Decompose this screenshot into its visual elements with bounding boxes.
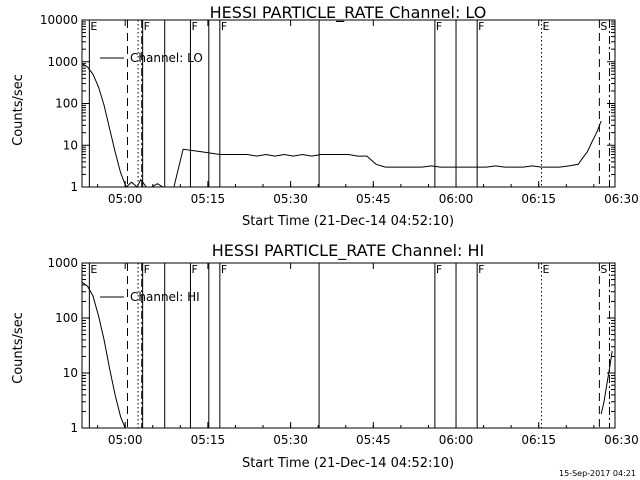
y-tick-label-lo: 10000 [40, 13, 78, 27]
y-tick-label-hi: 10 [63, 366, 78, 380]
x-tick-label-lo: 06:30 [604, 192, 639, 206]
event-flag-lo: F [144, 20, 150, 33]
event-flag-hi: F [144, 263, 150, 276]
event-flag-hi: E [542, 263, 549, 276]
series-line-hi [81, 281, 126, 429]
event-flag-hi: F [436, 263, 442, 276]
y-axis-label-lo: Counts/sec [11, 74, 26, 146]
series-line-hi [600, 351, 613, 415]
footer-timestamp: 15-Sep-2017 04:21 [559, 469, 636, 478]
event-flag-lo: F [478, 20, 484, 33]
event-flag-lo: F [221, 20, 227, 33]
event-flag-hi: E [90, 263, 97, 276]
event-flag-lo: E [90, 20, 97, 33]
event-flag-hi: F [191, 263, 197, 276]
panel-channel-lo: HESSI PARTICLE_RATE Channel: LO Start Ti… [11, 3, 639, 229]
x-tick-label-hi: 06:00 [439, 433, 474, 447]
chart-title-hi: HESSI PARTICLE_RATE Channel: HI [212, 241, 485, 261]
x-tick-label-lo: 05:30 [273, 192, 308, 206]
x-tick-label-lo: 05:45 [356, 192, 391, 206]
x-axis-label-hi: Start Time (21-Dec-14 04:52:10) [242, 456, 454, 471]
x-tick-label-lo: 05:00 [108, 192, 143, 206]
x-tick-label-lo: 06:00 [439, 192, 474, 206]
plot-frame-hi [81, 262, 616, 429]
y-axis-label-hi: Counts/sec [11, 312, 26, 384]
x-axis-label-lo: Start Time (21-Dec-14 04:52:10) [242, 214, 454, 229]
x-tick-label-hi: 06:30 [604, 433, 639, 447]
y-tick-label-lo: 1 [70, 180, 78, 194]
x-tick-label-hi: 05:45 [356, 433, 391, 447]
x-tick-label-lo: 06:15 [521, 192, 556, 206]
event-flag-hi: S [600, 263, 607, 276]
y-tick-label-hi: 100 [55, 311, 78, 325]
event-flag-lo: F [436, 20, 442, 33]
x-tick-label-hi: 05:15 [191, 433, 226, 447]
x-tick-label-hi: 05:30 [273, 433, 308, 447]
event-flag-lo: F [191, 20, 197, 33]
legend-label-lo: Channel: LO [130, 51, 203, 65]
y-tick-label-hi: 1000 [47, 256, 78, 270]
panel-channel-hi: HESSI PARTICLE_RATE Channel: HI Start Ti… [11, 241, 639, 471]
x-tick-label-hi: 06:15 [521, 433, 556, 447]
series-line-lo [81, 63, 602, 188]
event-flag-lo: E [542, 20, 549, 33]
x-tick-label-hi: 05:00 [108, 433, 143, 447]
y-tick-label-hi: 1 [70, 421, 78, 435]
event-flag-hi: F [478, 263, 484, 276]
event-flag-hi: F [221, 263, 227, 276]
y-tick-label-lo: 10 [63, 138, 78, 152]
plot-frame-lo [81, 19, 616, 188]
y-tick-label-lo: 100 [55, 97, 78, 111]
chart-title-lo: HESSI PARTICLE_RATE Channel: LO [210, 3, 487, 23]
x-tick-label-lo: 05:15 [191, 192, 226, 206]
event-flag-lo: S [600, 20, 607, 33]
y-tick-label-lo: 1000 [47, 55, 78, 69]
